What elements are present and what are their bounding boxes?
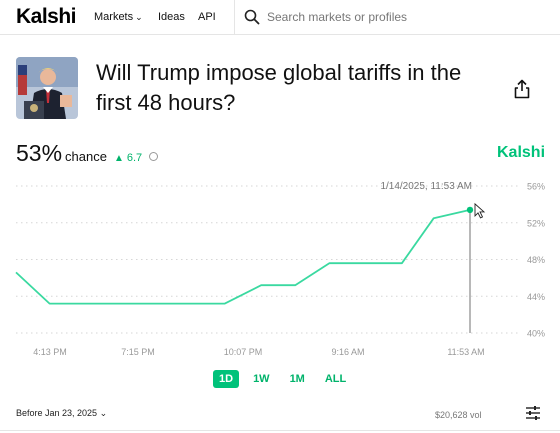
nav-api[interactable]: API (198, 11, 216, 23)
hover-timestamp: 1/14/2025, 11:53 AM (380, 181, 472, 192)
divider (0, 430, 560, 431)
chance-label: chance (65, 149, 107, 164)
y-tick-label: 48% (527, 255, 545, 265)
chance-delta: 6.7 (126, 152, 143, 164)
chance-value: 53% (16, 140, 63, 166)
volume-label: $20,628 vol (435, 410, 482, 420)
y-tick-label: 44% (527, 292, 545, 302)
info-icon[interactable] (149, 152, 159, 161)
search-icon (244, 9, 260, 25)
chevron-down-icon: ⌄ (99, 408, 108, 418)
nav-markets-label: Markets (94, 11, 134, 23)
x-tick-label: 7:15 PM (121, 347, 155, 357)
range-all[interactable]: ALL (324, 373, 347, 385)
nav-ideas[interactable]: Ideas (158, 11, 185, 23)
y-tick-label: 56% (527, 182, 545, 192)
x-tick-label: 10:07 PM (224, 347, 263, 357)
range-1m[interactable]: 1M (289, 373, 305, 385)
nav-markets[interactable]: Markets ⌄ (94, 11, 143, 23)
market-thumbnail (16, 57, 78, 119)
x-tick-label: 4:13 PM (33, 347, 67, 357)
sliders-icon[interactable] (525, 405, 541, 421)
price-chart[interactable]: 56% 52% 48% 44% 40% 1/14/2025, 11:53 AM 4:13 P… (0, 172, 560, 364)
search-input[interactable] (267, 8, 547, 26)
before-date-label: Before Jan 23, 2025 (16, 408, 98, 418)
kalshi-logo[interactable]: Kalshi (16, 5, 77, 28)
y-tick-label: 40% (527, 329, 545, 339)
range-1d[interactable]: 1D (213, 370, 240, 388)
range-selector: 1D 1W 1M ALL (213, 370, 360, 388)
before-date-dropdown[interactable]: Before Jan 23, 2025 ⌄ (16, 408, 107, 419)
y-tick-label: 52% (527, 218, 545, 228)
series-line (15, 209, 471, 305)
top-nav-bar: Kalshi Markets ⌄ Ideas API (0, 0, 560, 35)
triangle-up-icon: ▲ (113, 153, 124, 164)
search-bar (234, 0, 560, 35)
hover-point (466, 206, 474, 214)
chance-summary: 53% chance ▲ 6.7 (16, 140, 159, 166)
x-tick-label: 9:16 AM (331, 347, 364, 357)
chevron-down-icon: ⌄ (135, 12, 143, 22)
x-tick-label: 11:53 AM (447, 347, 484, 357)
kalshi-watermark: Kalshi (497, 144, 546, 161)
market-title: Will Trump impose global tariffs in the … (96, 60, 462, 115)
share-icon[interactable] (513, 79, 531, 99)
mouse-cursor-icon (474, 202, 486, 219)
range-1w[interactable]: 1W (253, 373, 270, 385)
